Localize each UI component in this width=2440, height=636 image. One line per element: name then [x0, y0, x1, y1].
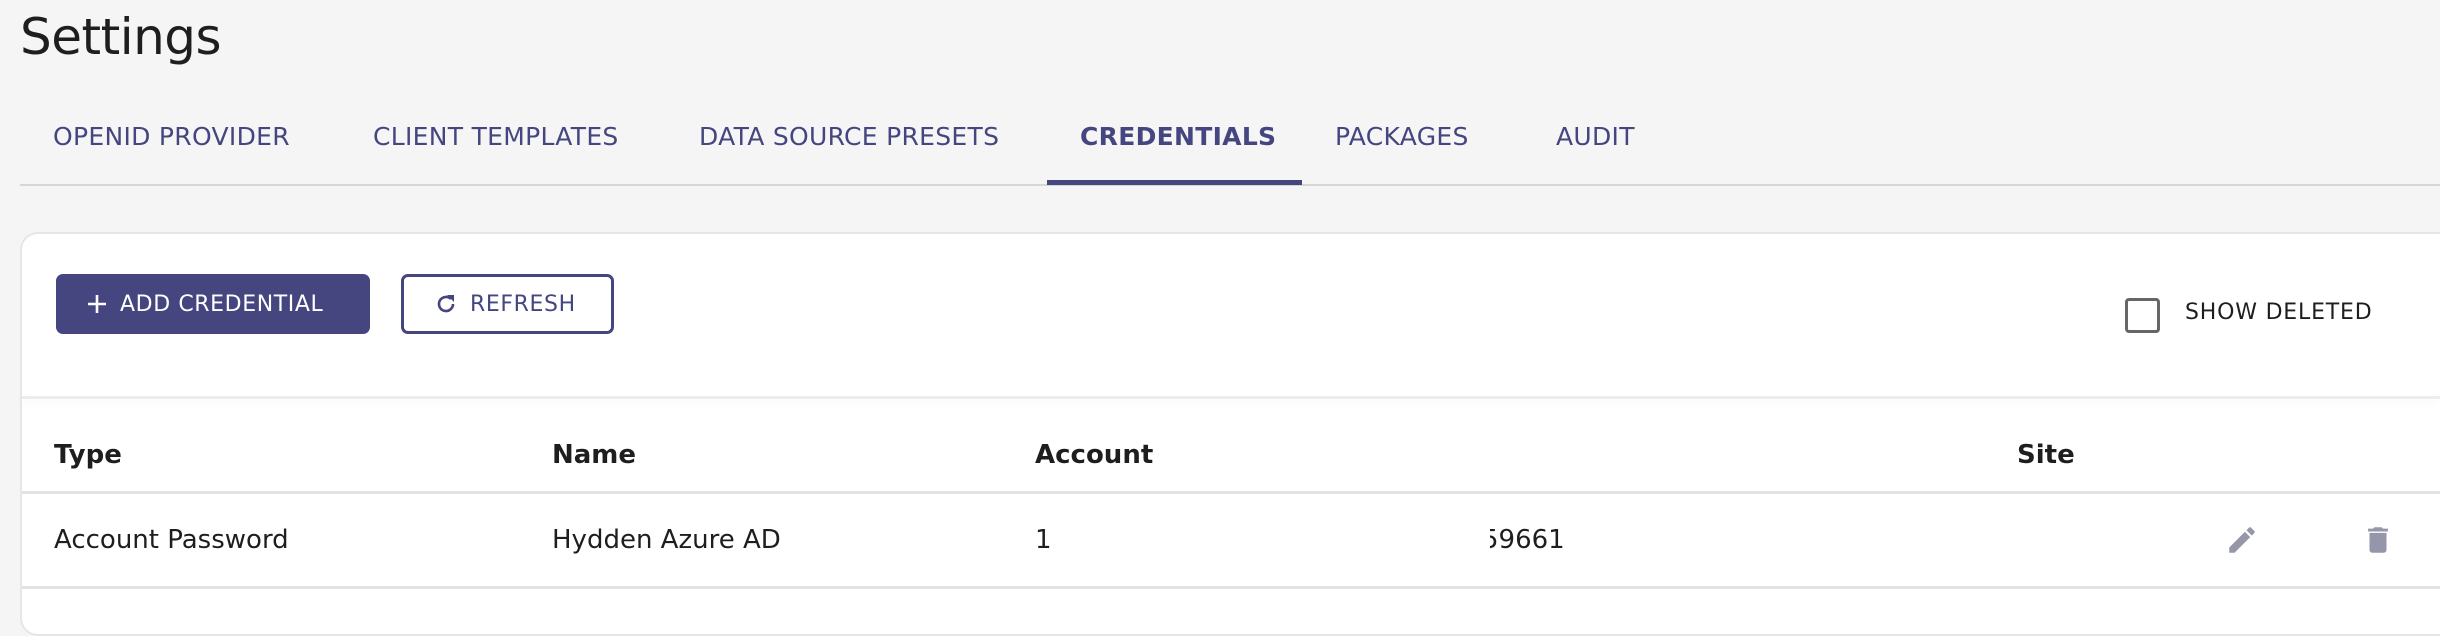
plus-icon	[88, 295, 106, 313]
column-header-site[interactable]: Site	[2017, 440, 2075, 470]
tab-audit[interactable]: AUDIT	[1556, 122, 1635, 151]
show-deleted-label: SHOW DELETED	[2185, 300, 2373, 325]
delete-icon[interactable]	[2361, 523, 2395, 561]
cell-clipped-value: 59661	[1490, 520, 1690, 564]
add-credential-button[interactable]: ADD CREDENTIAL	[56, 274, 370, 334]
tab-data-source-presets[interactable]: DATA SOURCE PRESETS	[699, 122, 1000, 151]
clipped-value-text: 59661	[1490, 525, 1565, 555]
cell-type: Account Password	[54, 525, 289, 555]
cell-account: 1	[1035, 525, 1052, 555]
column-header-account[interactable]: Account	[1035, 440, 1154, 470]
active-tab-indicator	[1047, 180, 1302, 185]
tab-packages[interactable]: PACKAGES	[1335, 122, 1469, 151]
refresh-button[interactable]: REFRESH	[401, 274, 614, 334]
credentials-card	[20, 232, 2440, 636]
header-divider	[22, 491, 2440, 494]
refresh-icon	[437, 295, 455, 313]
edit-icon[interactable]	[2225, 523, 2259, 561]
column-header-name[interactable]: Name	[552, 440, 637, 470]
add-credential-label: ADD CREDENTIAL	[120, 291, 324, 317]
column-header-type[interactable]: Type	[54, 440, 122, 470]
tab-client-templates[interactable]: CLIENT TEMPLATES	[373, 122, 619, 151]
refresh-label: REFRESH	[470, 291, 576, 317]
show-deleted-checkbox[interactable]	[2125, 298, 2160, 333]
tab-credentials[interactable]: CREDENTIALS	[1080, 122, 1277, 151]
toolbar-divider	[22, 396, 2440, 399]
tab-openid-provider[interactable]: OPENID PROVIDER	[53, 122, 290, 151]
row-divider	[22, 586, 2440, 589]
tab-divider	[20, 184, 2440, 186]
cell-name: Hydden Azure AD	[552, 525, 781, 555]
page-title: Settings	[20, 8, 222, 66]
